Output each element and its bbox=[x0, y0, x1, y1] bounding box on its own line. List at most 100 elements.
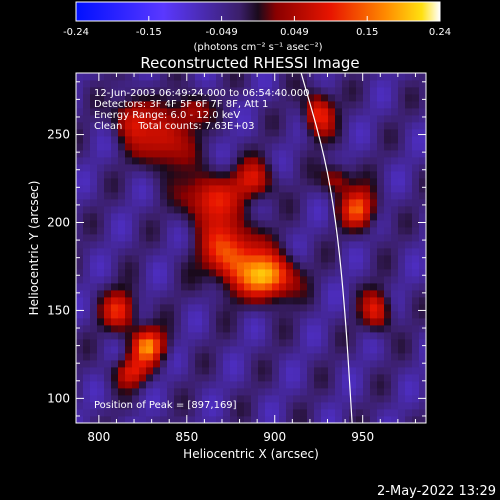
heatmap-cell bbox=[104, 80, 112, 88]
heatmap-cell bbox=[300, 395, 308, 403]
heatmap-cell bbox=[405, 388, 413, 396]
heatmap-cell bbox=[237, 234, 245, 242]
heatmap-cell bbox=[412, 276, 420, 284]
heatmap-cell bbox=[216, 80, 224, 88]
heatmap-cell bbox=[384, 325, 392, 333]
heatmap-cell bbox=[419, 339, 426, 347]
heatmap-cell bbox=[335, 339, 343, 347]
heatmap-cell bbox=[300, 241, 308, 249]
heatmap-cell bbox=[223, 388, 231, 396]
heatmap-cell bbox=[363, 409, 371, 417]
heatmap-cell bbox=[146, 136, 154, 144]
heatmap-cell bbox=[181, 297, 189, 305]
heatmap-cell bbox=[314, 388, 322, 396]
heatmap-cell bbox=[76, 220, 84, 228]
heatmap-cell bbox=[76, 199, 84, 207]
heatmap-cell bbox=[412, 115, 420, 123]
heatmap-cell bbox=[265, 73, 273, 81]
heatmap-cell bbox=[279, 269, 287, 277]
heatmap-cell bbox=[223, 332, 231, 340]
heatmap-cell bbox=[419, 388, 426, 396]
heatmap-cell bbox=[405, 416, 413, 423]
heatmap-cell bbox=[335, 178, 343, 186]
heatmap-cell bbox=[132, 395, 140, 403]
heatmap-cell bbox=[300, 136, 308, 144]
heatmap-cell bbox=[237, 101, 245, 109]
heatmap-cell bbox=[300, 73, 308, 81]
heatmap-cell bbox=[230, 164, 238, 172]
heatmap-cell bbox=[286, 269, 294, 277]
heatmap-cell bbox=[258, 73, 266, 81]
heatmap-cell bbox=[293, 360, 301, 368]
heatmap-cell bbox=[335, 136, 343, 144]
heatmap-cell bbox=[97, 255, 105, 263]
heatmap-cell bbox=[209, 381, 217, 389]
heatmap-cell bbox=[363, 94, 371, 102]
heatmap-cell bbox=[174, 304, 182, 312]
heatmap-cell bbox=[216, 87, 224, 95]
heatmap-cell bbox=[216, 143, 224, 151]
heatmap-cell bbox=[146, 241, 154, 249]
heatmap-cell bbox=[104, 262, 112, 270]
heatmap-cell bbox=[132, 269, 140, 277]
heatmap-cell bbox=[153, 311, 161, 319]
heatmap-cell bbox=[209, 269, 217, 277]
heatmap-cell bbox=[223, 381, 231, 389]
heatmap-cell bbox=[118, 367, 126, 375]
heatmap-cell bbox=[174, 136, 182, 144]
heatmap-cell bbox=[244, 416, 252, 423]
heatmap-cell bbox=[216, 157, 224, 165]
heatmap-cell bbox=[377, 311, 385, 319]
heatmap-cell bbox=[300, 206, 308, 214]
heatmap-cell bbox=[251, 346, 259, 354]
heatmap-cell bbox=[412, 290, 420, 298]
heatmap-cell bbox=[153, 87, 161, 95]
heatmap-cell bbox=[384, 185, 392, 193]
heatmap-cell bbox=[181, 339, 189, 347]
heatmap-cell bbox=[265, 122, 273, 130]
heatmap-cell bbox=[377, 157, 385, 165]
heatmap-cell bbox=[174, 276, 182, 284]
heatmap-cell bbox=[405, 164, 413, 172]
heatmap-cell bbox=[139, 150, 147, 158]
heatmap-cell bbox=[363, 171, 371, 179]
heatmap-cell bbox=[76, 115, 84, 123]
heatmap-cell bbox=[265, 143, 273, 151]
heatmap-cell bbox=[363, 297, 371, 305]
heatmap-cell bbox=[223, 262, 231, 270]
heatmap-cell bbox=[188, 304, 196, 312]
heatmap-cell bbox=[167, 339, 175, 347]
heatmap-cell bbox=[293, 178, 301, 186]
heatmap-cell bbox=[76, 290, 84, 298]
heatmap-cell bbox=[174, 381, 182, 389]
heatmap-cell bbox=[342, 171, 350, 179]
heatmap-cell bbox=[223, 220, 231, 228]
heatmap-cell bbox=[279, 129, 287, 137]
heatmap-cell bbox=[398, 143, 406, 151]
heatmap-cell bbox=[384, 136, 392, 144]
heatmap-cell bbox=[209, 157, 217, 165]
heatmap-cell bbox=[209, 416, 217, 423]
heatmap-cell bbox=[258, 241, 266, 249]
heatmap-cell bbox=[118, 269, 126, 277]
heatmap-cell bbox=[398, 115, 406, 123]
heatmap-cell bbox=[314, 402, 322, 410]
heatmap-cell bbox=[321, 325, 329, 333]
heatmap-cell bbox=[146, 171, 154, 179]
heatmap-cell bbox=[258, 108, 266, 116]
heatmap-cell bbox=[335, 87, 343, 95]
heatmap-cell bbox=[202, 262, 210, 270]
heatmap-cell bbox=[209, 143, 217, 151]
heatmap-cell bbox=[272, 171, 280, 179]
heatmap-cell bbox=[419, 262, 426, 270]
heatmap-cell bbox=[370, 290, 378, 298]
heatmap-cell bbox=[223, 164, 231, 172]
heatmap-cell bbox=[293, 234, 301, 242]
heatmap-cell bbox=[328, 416, 336, 423]
heatmap-cell bbox=[258, 129, 266, 137]
heatmap-cell bbox=[279, 381, 287, 389]
heatmap-cell bbox=[384, 374, 392, 382]
heatmap-cell bbox=[279, 325, 287, 333]
heatmap-cell bbox=[146, 73, 154, 81]
heatmap-cell bbox=[181, 290, 189, 298]
